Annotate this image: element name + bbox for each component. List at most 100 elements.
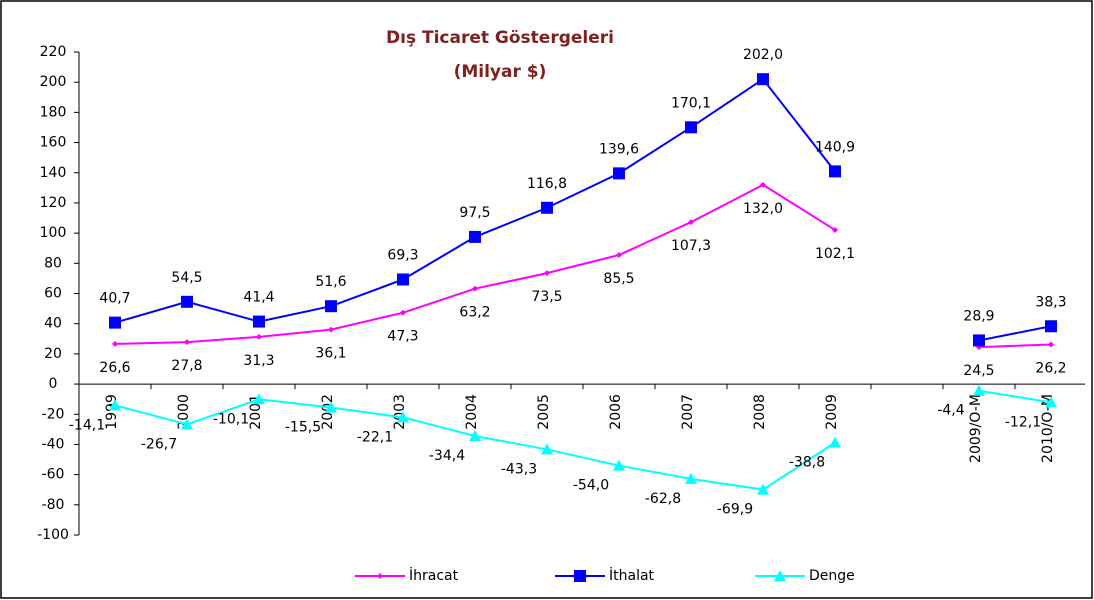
y-tick-label: -80 — [42, 497, 65, 513]
data-point — [757, 73, 769, 86]
data-point — [688, 219, 694, 226]
legend-label: İthalat — [609, 566, 655, 584]
x-tick-label: 2006 — [608, 394, 624, 430]
x-tick-label: 2009 — [824, 394, 840, 430]
data-point — [613, 459, 625, 471]
data-point — [685, 472, 697, 484]
data-label: -62,8 — [645, 491, 681, 507]
data-label: -69,9 — [717, 502, 753, 518]
x-tick-label: 2009/O-M — [968, 394, 984, 463]
legend-marker — [574, 570, 586, 582]
y-tick-label: 140 — [40, 165, 67, 181]
data-label: -10,1 — [213, 411, 249, 427]
data-point — [760, 181, 766, 188]
x-tick-label: 2008 — [752, 394, 768, 430]
y-tick-label: 220 — [40, 44, 67, 60]
y-tick-label: 80 — [44, 255, 62, 271]
data-label: 36,1 — [315, 346, 346, 362]
data-label: -54,0 — [573, 478, 609, 494]
x-tick-label: 2007 — [680, 394, 696, 430]
legend-label: İhracat — [409, 566, 459, 584]
data-label: -12,1 — [1005, 414, 1041, 430]
data-label: 54,5 — [171, 270, 202, 286]
data-label: -14,1 — [69, 417, 105, 433]
data-label: 116,8 — [527, 176, 567, 192]
chart-subtitle: (Milyar $) — [454, 62, 547, 82]
y-tick-label: 0 — [49, 376, 58, 392]
data-point — [544, 270, 550, 277]
data-label: 139,6 — [599, 141, 639, 157]
data-point — [541, 443, 553, 455]
y-tick-label: 200 — [40, 74, 67, 90]
y-tick-label: 20 — [44, 346, 62, 362]
data-point — [109, 316, 121, 329]
y-tick-label: 60 — [44, 286, 62, 302]
data-label: 102,1 — [815, 246, 855, 262]
data-label: 73,5 — [531, 289, 562, 305]
data-point — [400, 309, 406, 316]
legend-label: Denge — [809, 568, 855, 584]
data-point — [613, 167, 625, 180]
data-point — [469, 429, 481, 441]
y-tick-label: 180 — [40, 104, 67, 120]
data-point — [181, 295, 193, 308]
data-point — [472, 285, 478, 292]
data-point — [616, 252, 622, 259]
data-point — [757, 483, 769, 495]
data-label: -15,5 — [285, 419, 321, 435]
data-label: 132,0 — [743, 201, 783, 217]
data-label: -22,1 — [357, 429, 393, 445]
data-point — [112, 340, 118, 347]
data-label: 51,6 — [315, 274, 346, 290]
data-point — [541, 201, 553, 214]
data-label: 40,7 — [99, 291, 130, 307]
data-point — [328, 326, 334, 333]
data-point — [469, 230, 481, 243]
y-tick-label: -60 — [42, 467, 65, 483]
data-label: 69,3 — [387, 247, 418, 263]
data-point — [1048, 341, 1054, 348]
data-point — [325, 300, 337, 313]
data-label: 41,4 — [243, 290, 274, 306]
data-point — [109, 399, 121, 411]
data-label: 170,1 — [671, 95, 711, 111]
y-tick-label: -20 — [42, 406, 65, 422]
data-point — [184, 339, 190, 346]
y-tick-label: -40 — [42, 436, 65, 452]
y-tick-label: 100 — [40, 225, 67, 241]
data-point — [397, 411, 409, 423]
data-point — [973, 384, 985, 396]
data-point — [685, 121, 697, 134]
y-tick-label: -100 — [37, 527, 69, 543]
data-label: -4,4 — [937, 403, 964, 419]
data-label: -34,4 — [429, 448, 465, 464]
data-point — [973, 334, 985, 347]
data-label: 26,2 — [1035, 361, 1066, 377]
data-point — [829, 165, 841, 178]
data-label: 28,9 — [963, 308, 994, 324]
data-point — [253, 393, 265, 405]
y-tick-label: 40 — [44, 316, 62, 332]
x-tick-label: 1999 — [104, 394, 120, 430]
data-point — [832, 226, 838, 233]
chart-title: Dış Ticaret Göstergeleri — [386, 28, 614, 48]
legend-marker — [774, 570, 786, 581]
data-label: 38,3 — [1035, 294, 1066, 310]
data-label: -38,8 — [789, 455, 825, 471]
data-label: 31,3 — [243, 353, 274, 369]
data-label: 107,3 — [671, 238, 711, 254]
data-label: 47,3 — [387, 329, 418, 345]
x-tick-label: 2005 — [536, 394, 552, 430]
data-point — [829, 436, 841, 448]
data-label: 97,5 — [459, 205, 490, 221]
y-tick-label: 120 — [40, 195, 67, 211]
data-label: -26,7 — [141, 436, 177, 452]
x-tick-label: 2003 — [392, 394, 408, 430]
x-tick-label: 2004 — [464, 394, 480, 430]
data-label: 140,9 — [815, 139, 855, 155]
y-tick-label: 160 — [40, 135, 67, 151]
data-label: 202,0 — [743, 47, 783, 63]
data-point — [253, 315, 265, 328]
data-label: -43,3 — [501, 461, 537, 477]
